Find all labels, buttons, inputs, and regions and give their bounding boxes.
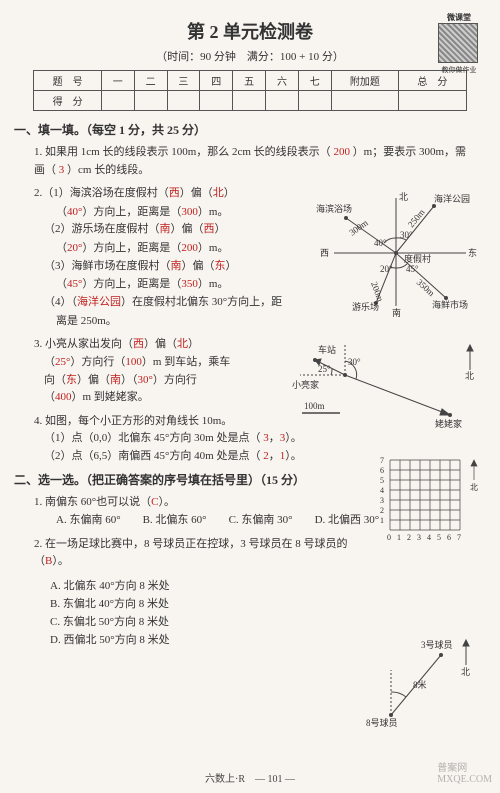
- section-1-heading: 一、填一填。（每空 1 分，共 25 分）: [14, 121, 478, 138]
- figure-1-compass: 海滨浴场 海洋公园 东 西 北 南 游乐场 海鲜市场 度假村 300m 250m…: [316, 188, 486, 318]
- s2q2-C: C. 东偏北 50°方向 8 米处: [50, 613, 478, 631]
- watermark: 普案网 MXQE.COM: [437, 759, 492, 785]
- svg-text:3号球员: 3号球员: [421, 639, 453, 650]
- score-h4: 四: [200, 71, 233, 91]
- svg-text:200m: 200m: [369, 280, 385, 303]
- score-h5: 五: [233, 71, 266, 91]
- svg-text:7: 7: [457, 533, 461, 542]
- figure-2-route: 车站 小亮家 姥姥家 北 25° 30° 100m: [290, 335, 490, 435]
- svg-text:25°: 25°: [318, 364, 331, 374]
- svg-text:海洋公园: 海洋公园: [434, 193, 470, 204]
- s2q2-A: A. 北偏东 40°方向 8 米处: [50, 577, 478, 595]
- page-footer: 六数上·R — 101 —: [0, 770, 500, 785]
- s2q2-B: B. 东偏北 40°方向 8 米处: [50, 595, 478, 613]
- svg-text:1: 1: [397, 533, 401, 542]
- svg-text:2: 2: [407, 533, 411, 542]
- score-h3: 三: [167, 71, 200, 91]
- figure-4-football: 3号球员 8号球员 8米 北: [366, 630, 486, 730]
- qr-top: 微课堂: [438, 12, 480, 23]
- svg-text:6: 6: [380, 466, 384, 475]
- score-h6: 六: [266, 71, 299, 91]
- svg-text:350m: 350m: [415, 277, 437, 298]
- svg-text:20°: 20°: [380, 264, 393, 274]
- svg-text:30°: 30°: [400, 230, 413, 240]
- svg-text:4: 4: [427, 533, 431, 542]
- svg-text:30°: 30°: [348, 357, 361, 367]
- score-h0: 题 号: [34, 71, 101, 91]
- svg-text:姥姥家: 姥姥家: [435, 418, 462, 429]
- figure-3-grid: 0 1 2 3 4 5 6 7 1 2 3 4 5 6 7 北: [376, 450, 486, 550]
- svg-text:北: 北: [399, 192, 408, 202]
- qr-code: [438, 23, 478, 63]
- page-title: 第 2 单元检测卷: [22, 18, 478, 44]
- svg-text:2: 2: [380, 506, 384, 515]
- svg-text:游乐场: 游乐场: [352, 301, 379, 312]
- svg-text:45°: 45°: [406, 264, 419, 274]
- svg-text:3: 3: [380, 496, 384, 505]
- svg-text:北: 北: [465, 371, 474, 381]
- svg-text:3: 3: [417, 533, 421, 542]
- svg-text:1: 1: [380, 516, 384, 525]
- svg-text:8米: 8米: [413, 679, 427, 690]
- svg-text:40°: 40°: [374, 238, 387, 248]
- svg-text:6: 6: [447, 533, 451, 542]
- svg-text:东: 东: [468, 247, 477, 258]
- svg-text:北: 北: [470, 483, 478, 492]
- qr-bottom: 教你做作业: [438, 65, 480, 75]
- svg-text:100m: 100m: [304, 401, 325, 411]
- score-h1: 一: [101, 71, 134, 91]
- svg-text:南: 南: [392, 307, 401, 318]
- svg-text:5: 5: [437, 533, 441, 542]
- score-h2: 二: [134, 71, 167, 91]
- svg-text:0: 0: [387, 533, 391, 542]
- s2q2: 2. 在一场足球比赛中，8 号球员正在控球，3 号球员在 8 号球员的（B）。: [34, 536, 374, 571]
- q2: 2.（1）海滨浴场在度假村（西）偏（北） （40°）方向上，距离是（300）m。…: [34, 185, 324, 330]
- svg-text:小亮家: 小亮家: [292, 379, 319, 390]
- svg-text:300m: 300m: [347, 217, 369, 237]
- svg-text:海滨浴场: 海滨浴场: [316, 203, 352, 214]
- page-subtitle: （时间：90 分钟 满分：100 + 10 分）: [22, 48, 478, 64]
- q1: 1. 如果用 1cm 长的线段表示 100m，那么 2cm 长的线段表示（ 20…: [34, 144, 478, 179]
- s2q1-options: A. 东偏南 60° B. 北偏东 60° C. 东偏南 30° D. 北偏西 …: [56, 514, 379, 526]
- score-h7: 七: [298, 71, 331, 91]
- svg-text:7: 7: [380, 456, 384, 465]
- svg-text:5: 5: [380, 476, 384, 485]
- svg-text:度假村: 度假村: [404, 253, 431, 264]
- qr-block: 微课堂 教你做作业: [438, 12, 480, 75]
- score-h8: 附加题: [331, 71, 398, 91]
- svg-text:海鲜市场: 海鲜市场: [432, 299, 468, 310]
- q3: 3. 小亮从家出发向（西）偏（北） （25°）方向行（100）m 到车站，乘车 …: [34, 336, 304, 406]
- score-table: 题 号 一 二 三 四 五 六 七 附加题 总 分 得 分: [33, 70, 466, 111]
- svg-text:4: 4: [380, 486, 384, 495]
- score-row2-label: 得 分: [34, 91, 101, 111]
- svg-text:西: 西: [320, 248, 329, 258]
- q1-ans2: 3: [59, 164, 65, 176]
- svg-text:8号球员: 8号球员: [366, 717, 398, 728]
- svg-text:车站: 车站: [318, 344, 336, 355]
- q1-ans1: 200: [333, 146, 350, 158]
- svg-text:北: 北: [461, 667, 470, 677]
